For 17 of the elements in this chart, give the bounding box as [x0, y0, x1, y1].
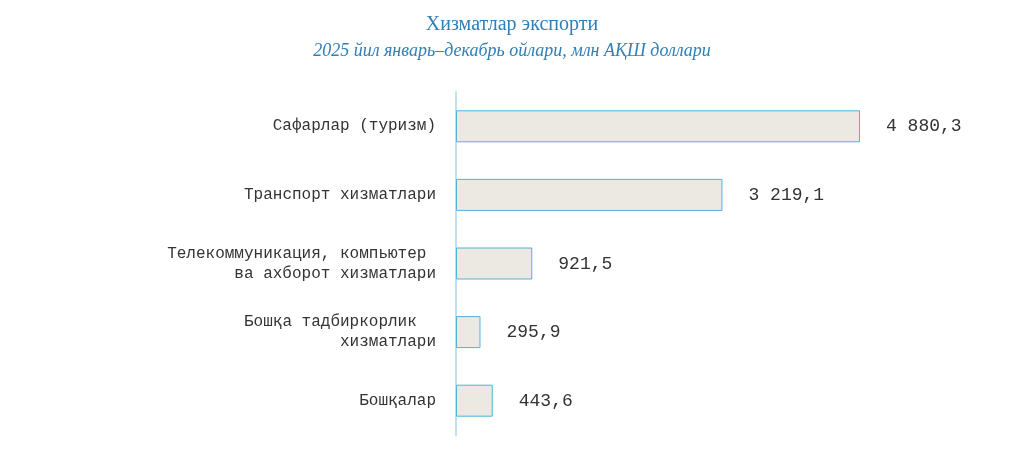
- data-label: 295,9: [506, 322, 561, 343]
- bar: [456, 110, 860, 143]
- y-tick-label: Транспорт хизматлари: [243, 185, 436, 204]
- bar: [456, 247, 533, 280]
- y-tick-label: Бошқалар: [359, 391, 436, 410]
- y-tick-label: Телекоммуникация, компьютер ва ахборот хизматлари: [167, 244, 436, 283]
- bar: [456, 178, 723, 211]
- data-label: 443,6: [518, 390, 573, 411]
- data-label: 3 219,1: [748, 184, 825, 205]
- bar: [456, 316, 481, 349]
- bar: [456, 384, 493, 417]
- y-tick-label: Сафарлар (туризм): [272, 117, 436, 136]
- data-label: 921,5: [558, 253, 613, 274]
- y-tick-label: Бошқа тадбиркорлик хизматлари: [243, 313, 436, 352]
- chart-title: Хизматлар экспорти: [425, 12, 599, 35]
- chart-subtitle: 2025 йил январь–декабрь ойлари, млн АҚШ доллари: [313, 40, 711, 60]
- data-label: 4 880,3: [886, 116, 962, 137]
